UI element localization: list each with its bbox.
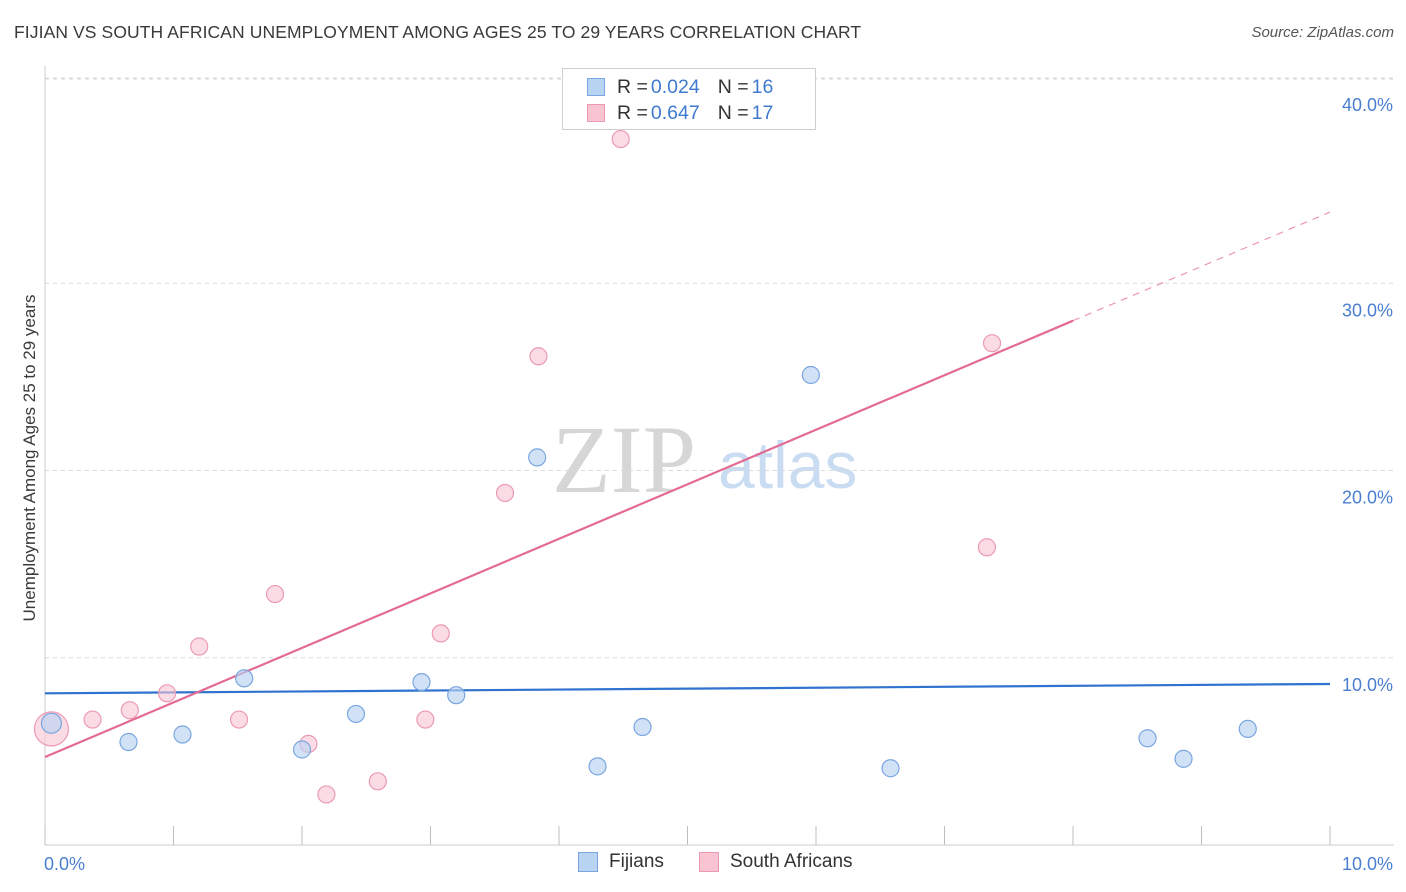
y-tick-label: 40.0% <box>1342 95 1393 115</box>
point-south-african <box>982 334 1002 353</box>
legend-item-south-africans[interactable]: South Africans <box>699 851 853 873</box>
point-south-african <box>317 785 336 804</box>
point-south-african <box>611 129 630 149</box>
y-tick-label: 10.0% <box>1342 675 1393 695</box>
legend-row-south-africans: R = 0.647 N = 17 <box>587 100 773 126</box>
legend-n-value: 17 <box>751 101 774 124</box>
legend-swatch-south-africans <box>699 852 719 872</box>
legend-r-key: R = <box>617 101 648 124</box>
data-points <box>33 129 1257 804</box>
point-fijian <box>346 704 366 724</box>
watermark-atlas: atlas <box>718 428 857 502</box>
legend-item-fijians[interactable]: Fijians <box>578 851 664 873</box>
legend-n-key: N = <box>717 101 749 124</box>
legend-n-value: 16 <box>751 75 774 98</box>
legend-r-value: 0.024 <box>650 75 700 98</box>
point-fijian <box>292 740 312 759</box>
tick-labels: 10.0% 20.0% 30.0% 40.0% 0.0% 10.0% <box>44 95 1393 874</box>
x-tick-label: 10.0% <box>1342 854 1393 874</box>
watermark: ZIP atlas <box>552 406 857 513</box>
trend-line-fijians <box>44 682 1331 695</box>
trend-lines <box>44 211 1331 759</box>
chart-title: FIJIAN VS SOUTH AFRICAN UNEMPLOYMENT AMO… <box>14 22 862 42</box>
point-fijian <box>412 672 431 692</box>
point-fijian <box>528 448 547 467</box>
y-tick-label: 30.0% <box>1342 300 1393 320</box>
point-south-african <box>977 538 997 557</box>
point-fijian <box>173 725 192 744</box>
point-south-african <box>190 637 209 656</box>
point-south-african <box>83 710 102 729</box>
watermark-zip: ZIP <box>552 406 696 513</box>
trend-line-south-africans-extension <box>1072 211 1331 322</box>
point-south-african <box>416 710 435 729</box>
point-fijian <box>801 365 820 385</box>
axes <box>44 66 1394 846</box>
point-south-african <box>368 772 387 791</box>
point-fijian <box>1174 749 1193 768</box>
point-fijian <box>119 732 138 752</box>
point-fijian <box>881 759 900 778</box>
point-fijian <box>1238 719 1257 739</box>
point-south-african <box>229 710 249 729</box>
stats-legend: R = 0.024 N = 16 R = 0.647 N = 17 <box>562 68 816 130</box>
legend-swatch-south-africans <box>587 104 605 122</box>
y-tick-label: 20.0% <box>1342 488 1393 508</box>
legend-label-south-africans: South Africans <box>730 851 853 872</box>
source-label: Source: ZipAtlas.com <box>1251 24 1394 41</box>
legend-swatch-fijians <box>578 852 598 872</box>
point-south-african <box>529 347 548 366</box>
point-south-african <box>157 684 177 703</box>
point-south-african <box>265 584 285 604</box>
point-fijian <box>588 757 607 776</box>
legend-r-key: R = <box>617 75 648 98</box>
point-fijian <box>40 712 63 734</box>
point-fijian <box>633 717 652 737</box>
legend-r-value: 0.647 <box>650 101 700 124</box>
y-axis-title: Unemployment Among Ages 25 to 29 years <box>20 295 39 622</box>
point-fijian <box>235 669 254 688</box>
x-tick-label: 0.0% <box>44 854 85 874</box>
legend-label-fijians: Fijians <box>609 851 664 872</box>
legend-row-fijians: R = 0.024 N = 16 <box>587 74 773 100</box>
gridlines <box>45 77 1394 659</box>
point-south-african <box>431 624 450 643</box>
trend-line-south-africans <box>44 319 1074 759</box>
series-legend: Fijians South Africans <box>0 851 1406 877</box>
legend-swatch-fijians <box>587 78 605 96</box>
point-fijian <box>1138 729 1157 748</box>
legend-n-key: N = <box>717 75 749 98</box>
point-south-african <box>120 701 139 720</box>
point-fijian <box>447 686 466 705</box>
point-south-african <box>495 483 515 503</box>
